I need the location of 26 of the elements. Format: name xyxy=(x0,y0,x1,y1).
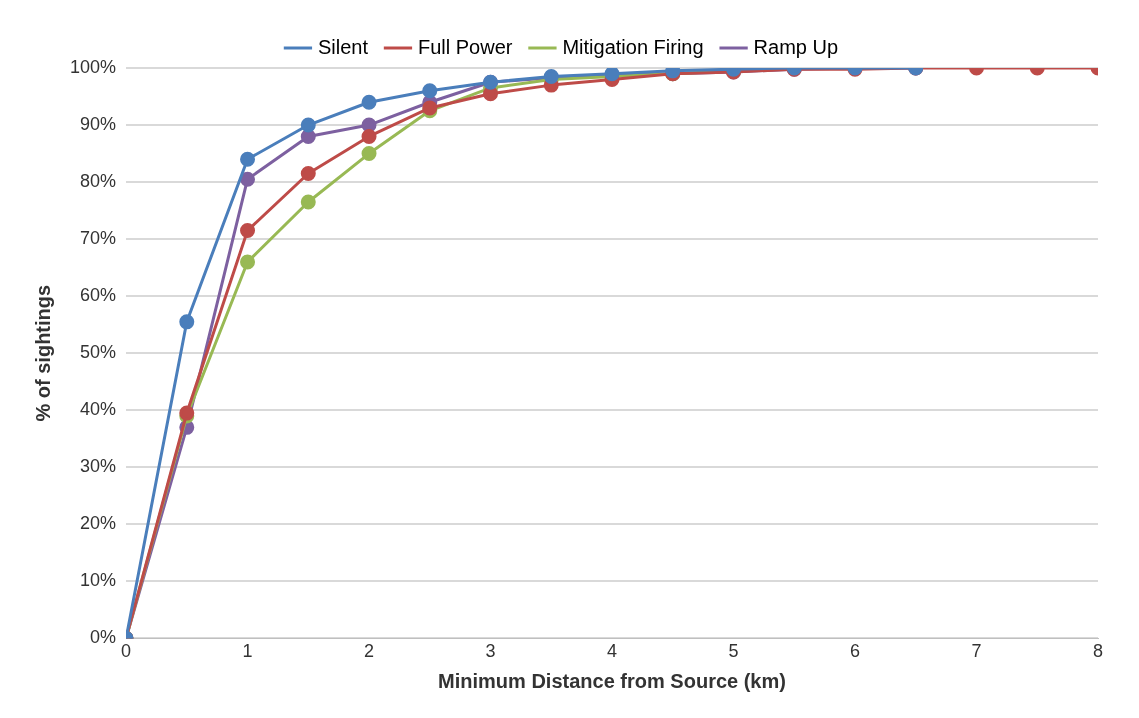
x-tick-label: 2 xyxy=(364,641,375,662)
y-tick-label: 50% xyxy=(80,342,117,363)
y-axis-title: % of sightings xyxy=(31,284,54,422)
x-tick-label: 1 xyxy=(242,641,253,662)
y-tick-label: 100% xyxy=(69,56,117,77)
y-tick-label: 70% xyxy=(80,228,117,249)
x-axis-title: Minimum Distance from Source (km) xyxy=(438,669,786,692)
x-tick-label: 3 xyxy=(485,641,496,662)
x-tick-label: 4 xyxy=(607,641,618,662)
y-tick-label: 40% xyxy=(80,399,117,420)
legend-label: Ramp Up xyxy=(753,35,839,58)
y-tick-label: 80% xyxy=(80,171,117,192)
legend-label: Full Power xyxy=(417,35,513,58)
x-tick-label: 8 xyxy=(1092,641,1104,662)
y-tick-label: 90% xyxy=(80,114,117,135)
y-tick-label: 30% xyxy=(80,456,117,477)
legend-label: Mitigation Firing xyxy=(562,35,704,58)
y-tick-label: 20% xyxy=(80,513,117,534)
x-tick-label: 6 xyxy=(850,641,861,662)
y-tick-label: 10% xyxy=(80,570,117,591)
x-tick-label: 5 xyxy=(728,641,739,662)
y-tick-label: 60% xyxy=(80,285,117,306)
x-tick-label: 0 xyxy=(121,641,132,662)
x-tick-label: 7 xyxy=(971,641,982,662)
legend-label: Silent xyxy=(317,35,369,58)
y-tick-label: 0% xyxy=(90,627,117,648)
